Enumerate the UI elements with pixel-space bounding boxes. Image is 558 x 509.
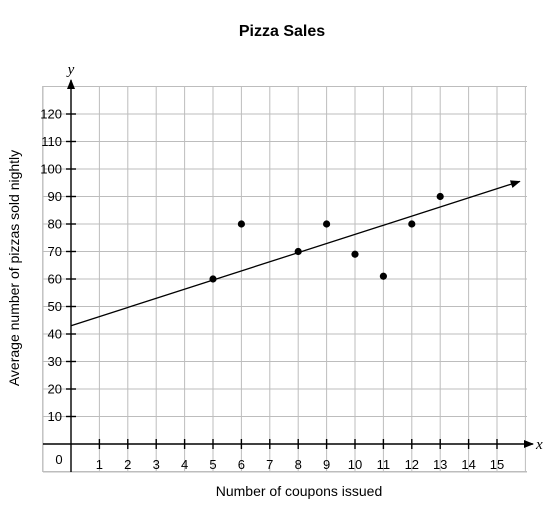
grid [42,86,527,473]
y-tick-label: 120 [40,107,62,122]
x-tick-label: 2 [124,457,131,472]
data-point [323,220,331,228]
y-tick-label: 70 [48,244,62,259]
x-tick-label: 7 [266,457,273,472]
data-point [237,220,245,228]
chart-title: Pizza Sales [239,23,325,40]
data-point [294,247,302,256]
x-tick-label: 11 [377,457,391,472]
data-point [436,192,444,201]
y-tick-label: 60 [48,272,62,287]
x-tick-label: 4 [181,457,188,472]
axes [43,79,534,472]
x-tick-label: 13 [433,457,447,472]
x-tick-label: 15 [490,457,504,472]
x-tick-label: 3 [153,457,160,472]
origin-label: 0 [55,452,62,467]
y-axis-letter: y [66,62,75,78]
x-tick-label: 9 [323,457,330,472]
data-point [209,275,217,283]
y-axis-label: Average number of pizzas sold nightly [6,150,22,386]
x-tick-label: 14 [461,457,475,472]
y-tick-label: 50 [48,299,62,314]
y-tick-label: 30 [48,354,62,369]
x-tick-label: 6 [238,457,245,472]
y-tick-label: 80 [48,217,62,232]
data-points [209,192,444,283]
y-tick-label: 110 [41,134,62,149]
y-tick-label: 90 [48,189,62,204]
y-tick-label: 100 [40,162,62,177]
x-axis-letter: x [535,437,543,453]
y-tick-label: 20 [48,382,62,397]
x-tick-label: 10 [348,457,362,472]
y-tick-label: 40 [48,327,62,342]
y-tick-label: 10 [48,409,62,424]
x-axis-label: Number of coupons issued [216,483,383,499]
ticks [66,113,498,449]
data-point [351,250,359,258]
x-tick-label: 8 [295,457,302,472]
data-point [408,220,416,228]
x-tick-label: 5 [209,457,216,472]
x-tick-label: 1 [96,457,103,472]
x-tick-label: 12 [405,457,419,472]
data-point [379,272,387,280]
tick-labels: 1 2 3 4 5 6 7 8 9 10 11 12 13 14 151020304050607080901… [40,107,504,473]
